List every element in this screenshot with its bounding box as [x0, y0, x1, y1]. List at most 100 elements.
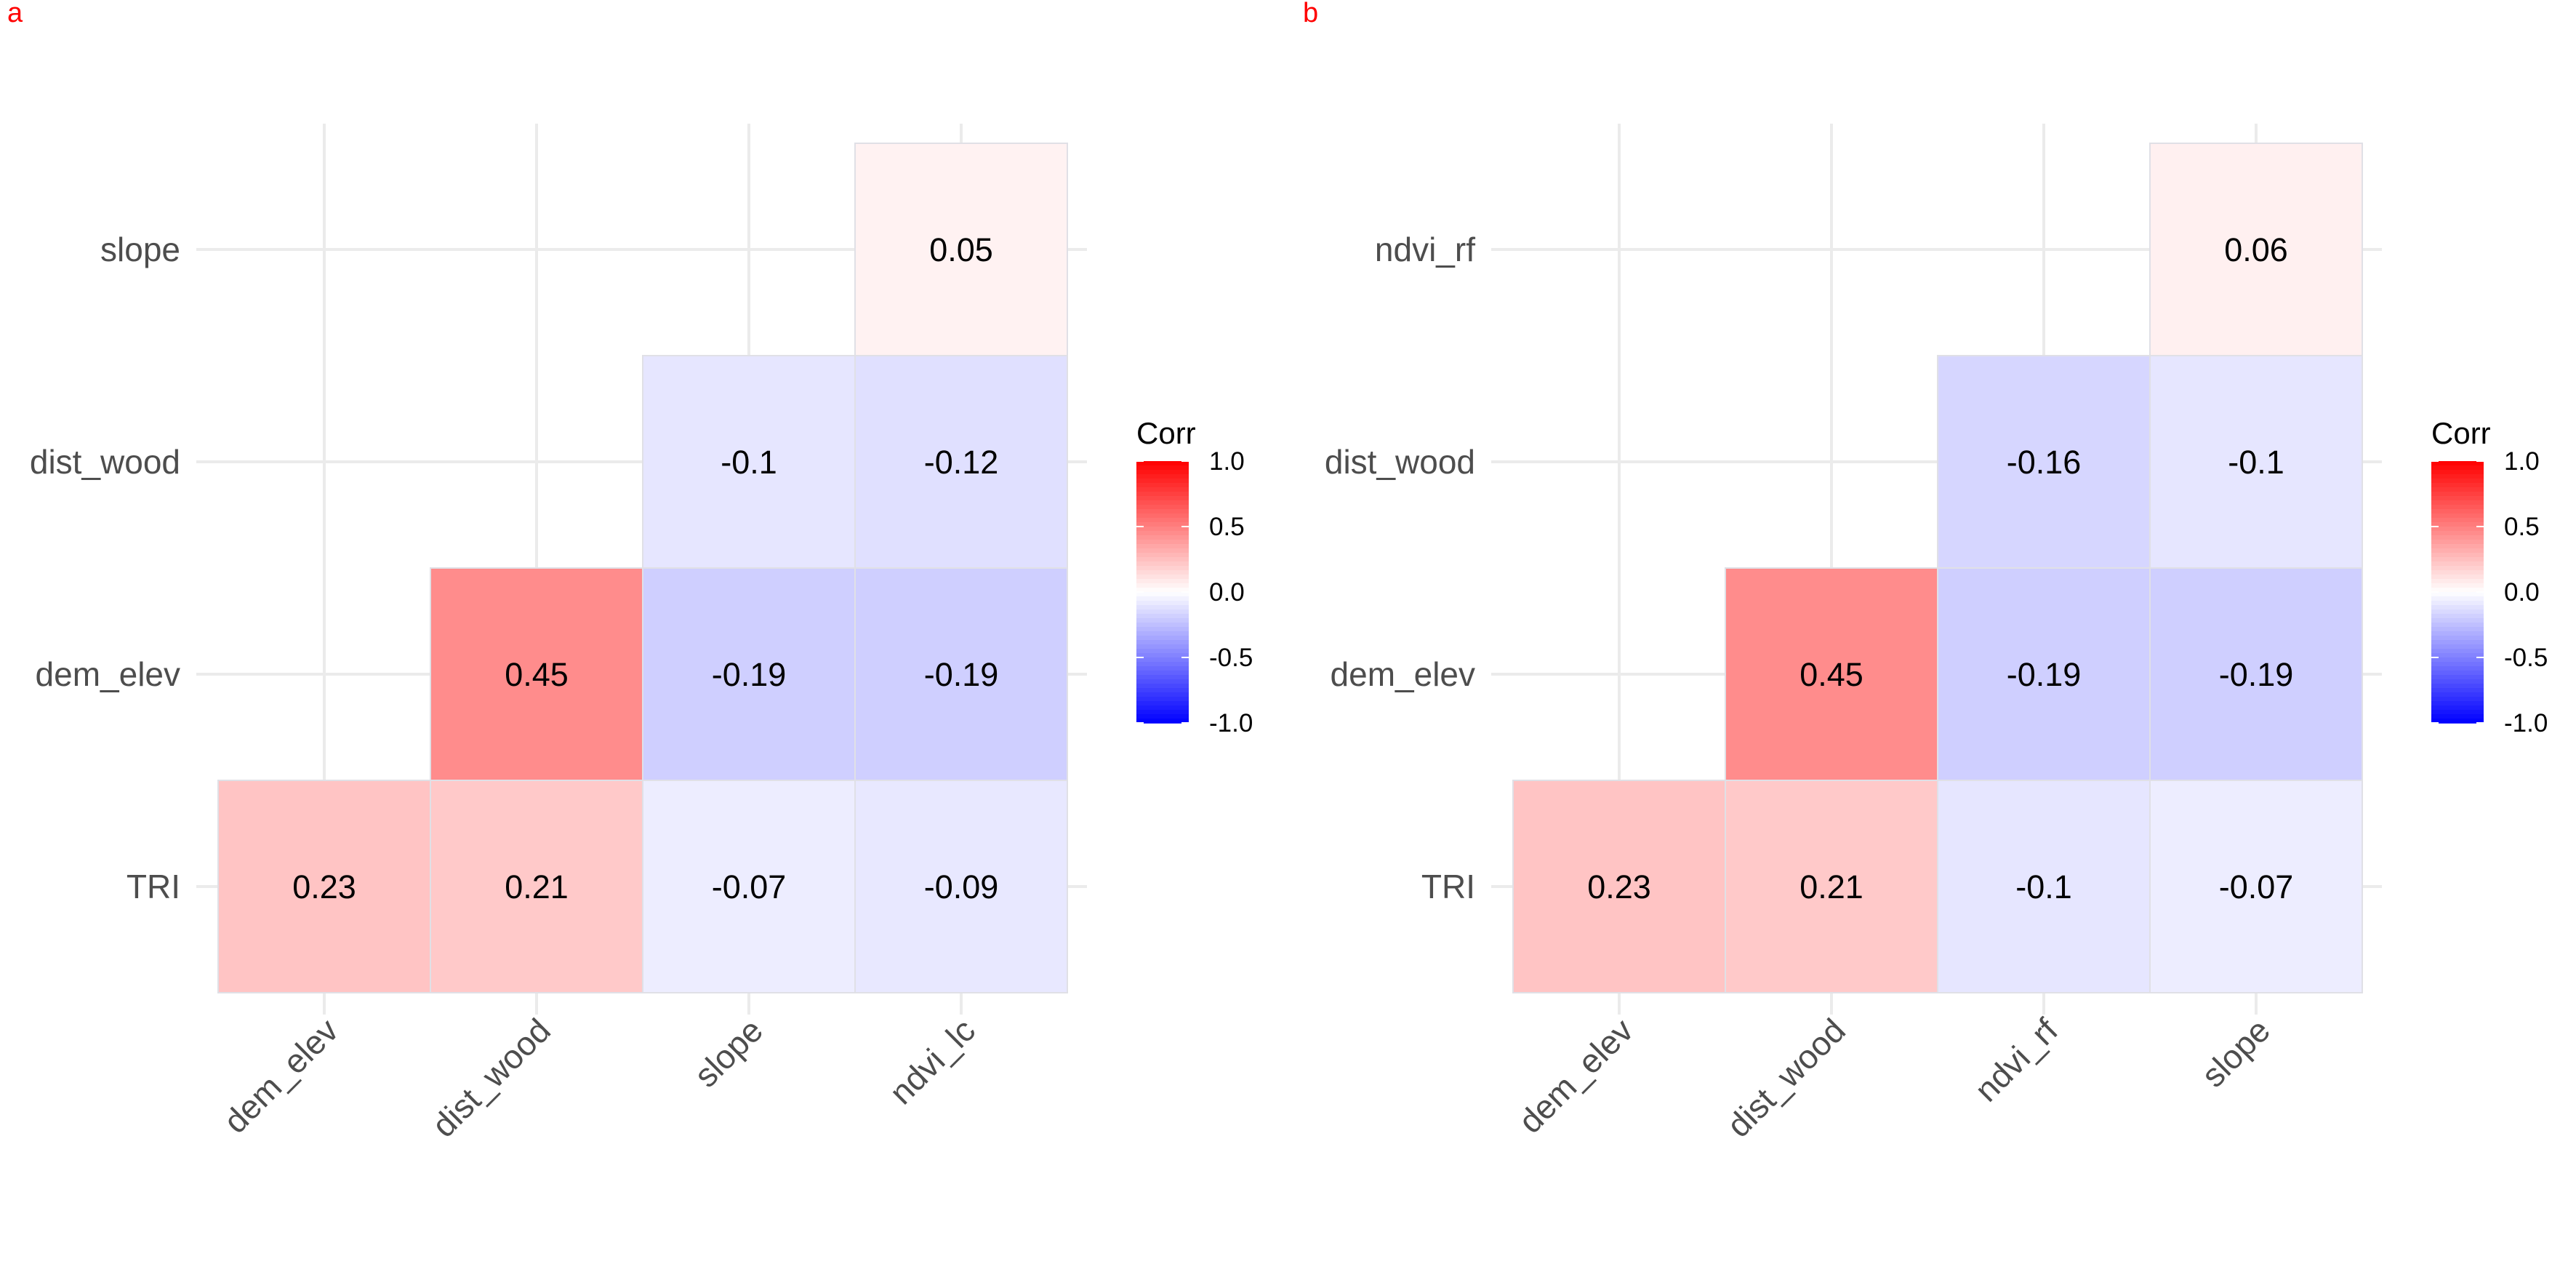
legend-colorbar-step [1136, 592, 1189, 597]
legend-colorbar-step [1136, 531, 1189, 536]
legend-tick-label: 0.5 [1209, 513, 1245, 541]
legend-colorbar-step [2431, 522, 2484, 527]
legend-colorbar-step [2431, 513, 2484, 519]
heatmap-cell [854, 780, 1068, 993]
legend-colorbar-step [1136, 570, 1189, 575]
legend-colorbar-step [2431, 666, 2484, 671]
legend-colorbar-step [2431, 657, 2484, 663]
legend-colorbar-step [1136, 553, 1189, 558]
y-tick-label: TRI [127, 868, 180, 905]
legend-colorbar-step [1136, 470, 1189, 475]
legend-colorbar-step [2431, 479, 2484, 484]
cell-value-label: 0.45 [1799, 656, 1863, 693]
legend-colorbar-step [1136, 596, 1189, 601]
cell-value-label: -0.12 [924, 444, 999, 481]
legend-colorbar-step [2431, 500, 2484, 505]
cell-value-label: -0.19 [2007, 656, 2082, 693]
heatmap-cell [642, 355, 856, 569]
legend-colorbar-step [2431, 609, 2484, 615]
legend-colorbar-step [2431, 596, 2484, 601]
legend-colorbar-step [1136, 522, 1189, 527]
x-axis-labels: dem_elev dist_wood ndvi_rf slope [1511, 1011, 2277, 1144]
legend-title: Corr [1136, 416, 1196, 450]
legend-colorbar-step [1136, 662, 1189, 667]
legend-colorbar-step [2431, 583, 2484, 588]
legend-tick-label: -1.0 [2504, 709, 2548, 737]
legend-colorbar-step [1136, 527, 1189, 532]
legend-colorbar-step [1136, 640, 1189, 645]
legend-colorbar-step [1136, 653, 1189, 658]
legend-colorbar-step [1136, 561, 1189, 567]
legend-colorbar-step [2431, 540, 2484, 545]
legend-colorbar-step [1136, 535, 1189, 540]
legend-colorbar-step [2431, 618, 2484, 623]
legend-colorbar-step [1136, 509, 1189, 514]
legend-colorbar-step [1136, 548, 1189, 553]
heatmap-cells: 0.23 0.21 -0.1 -0.07 0.45 -0.19 -0.19 -0.16 -0.1… [1512, 143, 2363, 993]
heatmap-cell [642, 780, 856, 993]
heatmap-cell [1937, 780, 2151, 993]
cell-value-label: -0.07 [712, 868, 787, 905]
legend-colorbar-step [2431, 588, 2484, 593]
legend-colorbar-step [2431, 566, 2484, 571]
legend-colorbar-step [1136, 540, 1189, 545]
legend-colorbar-step [2431, 496, 2484, 501]
cell-value-label: -0.07 [2219, 868, 2294, 905]
heatmap-cell [2149, 355, 2363, 569]
legend-colorbar-step [1136, 465, 1189, 471]
legend-colorbar-step [2431, 644, 2484, 649]
cell-value-label: 0.05 [929, 231, 993, 268]
heatmap-cell [1725, 780, 1938, 993]
heatmap-cell [642, 567, 856, 781]
legend-colorbar-step [1136, 609, 1189, 615]
legend-colorbar-step [1136, 705, 1189, 711]
legend-tick-label: -0.5 [2504, 644, 2548, 672]
legend-colorbar-step [2431, 535, 2484, 540]
heatmap-cell [854, 143, 1068, 356]
legend-colorbar-step [2431, 649, 2484, 654]
legend-colorbar-step [2431, 636, 2484, 641]
legend-colorbar-step [2431, 627, 2484, 632]
legend-colorbar-step [1136, 483, 1189, 488]
y-tick-label: dist_wood [30, 443, 180, 481]
legend-colorbar-step [1136, 692, 1189, 697]
legend-colorbar-step [2431, 701, 2484, 706]
y-tick-label: dist_wood [1325, 443, 1475, 481]
legend-colorbar-step [2431, 544, 2484, 549]
heatmap-cell [854, 355, 1068, 569]
legend-colorbar-step [1136, 671, 1189, 676]
legend-colorbar-step [2431, 483, 2484, 488]
cell-value-label: -0.1 [2015, 868, 2072, 905]
legend-colorbar-step [2431, 553, 2484, 558]
legend-colorbar-step [1136, 492, 1189, 497]
legend-colorbar-step [2431, 631, 2484, 636]
legend-colorbar-step [1136, 627, 1189, 632]
y-axis-labels: TRI dem_elev dist_wood slope [30, 231, 180, 905]
x-tick-label: ndvi_rf [1967, 1011, 2066, 1109]
panel-tag: a [7, 0, 23, 28]
legend-colorbar-step [1136, 710, 1189, 715]
legend-colorbar-step [1136, 583, 1189, 588]
legend-colorbar-step [2431, 605, 2484, 610]
legend-colorbar-step [2431, 575, 2484, 580]
legend-colorbar-step [1136, 675, 1189, 680]
legend-colorbar-step [1136, 649, 1189, 654]
legend-colorbar-step [1136, 623, 1189, 628]
legend-colorbar-step [1136, 505, 1189, 510]
legend-colorbar-step [2431, 688, 2484, 693]
cell-value-label: 0.23 [1587, 868, 1651, 905]
cell-value-label: -0.16 [2007, 444, 2082, 481]
legend-colorbar-step [1136, 631, 1189, 636]
y-tick-label: ndvi_rf [1375, 231, 1475, 268]
legend-tick-label: -0.5 [1209, 644, 1253, 672]
x-axis-labels: dem_elev dist_wood slope ndvi_lc [216, 1011, 982, 1144]
legend-colorbar-step [2431, 614, 2484, 619]
cell-value-label: -0.19 [924, 656, 999, 693]
cell-value-label: -0.19 [712, 656, 787, 693]
legend-tick-label: 1.0 [2504, 447, 2540, 476]
legend-colorbar-step [1136, 644, 1189, 649]
legend-tick-label: 1.0 [1209, 447, 1245, 476]
legend-colorbar-step [1136, 636, 1189, 641]
legend-colorbar-step [1136, 614, 1189, 619]
legend-colorbar-step [1136, 701, 1189, 706]
